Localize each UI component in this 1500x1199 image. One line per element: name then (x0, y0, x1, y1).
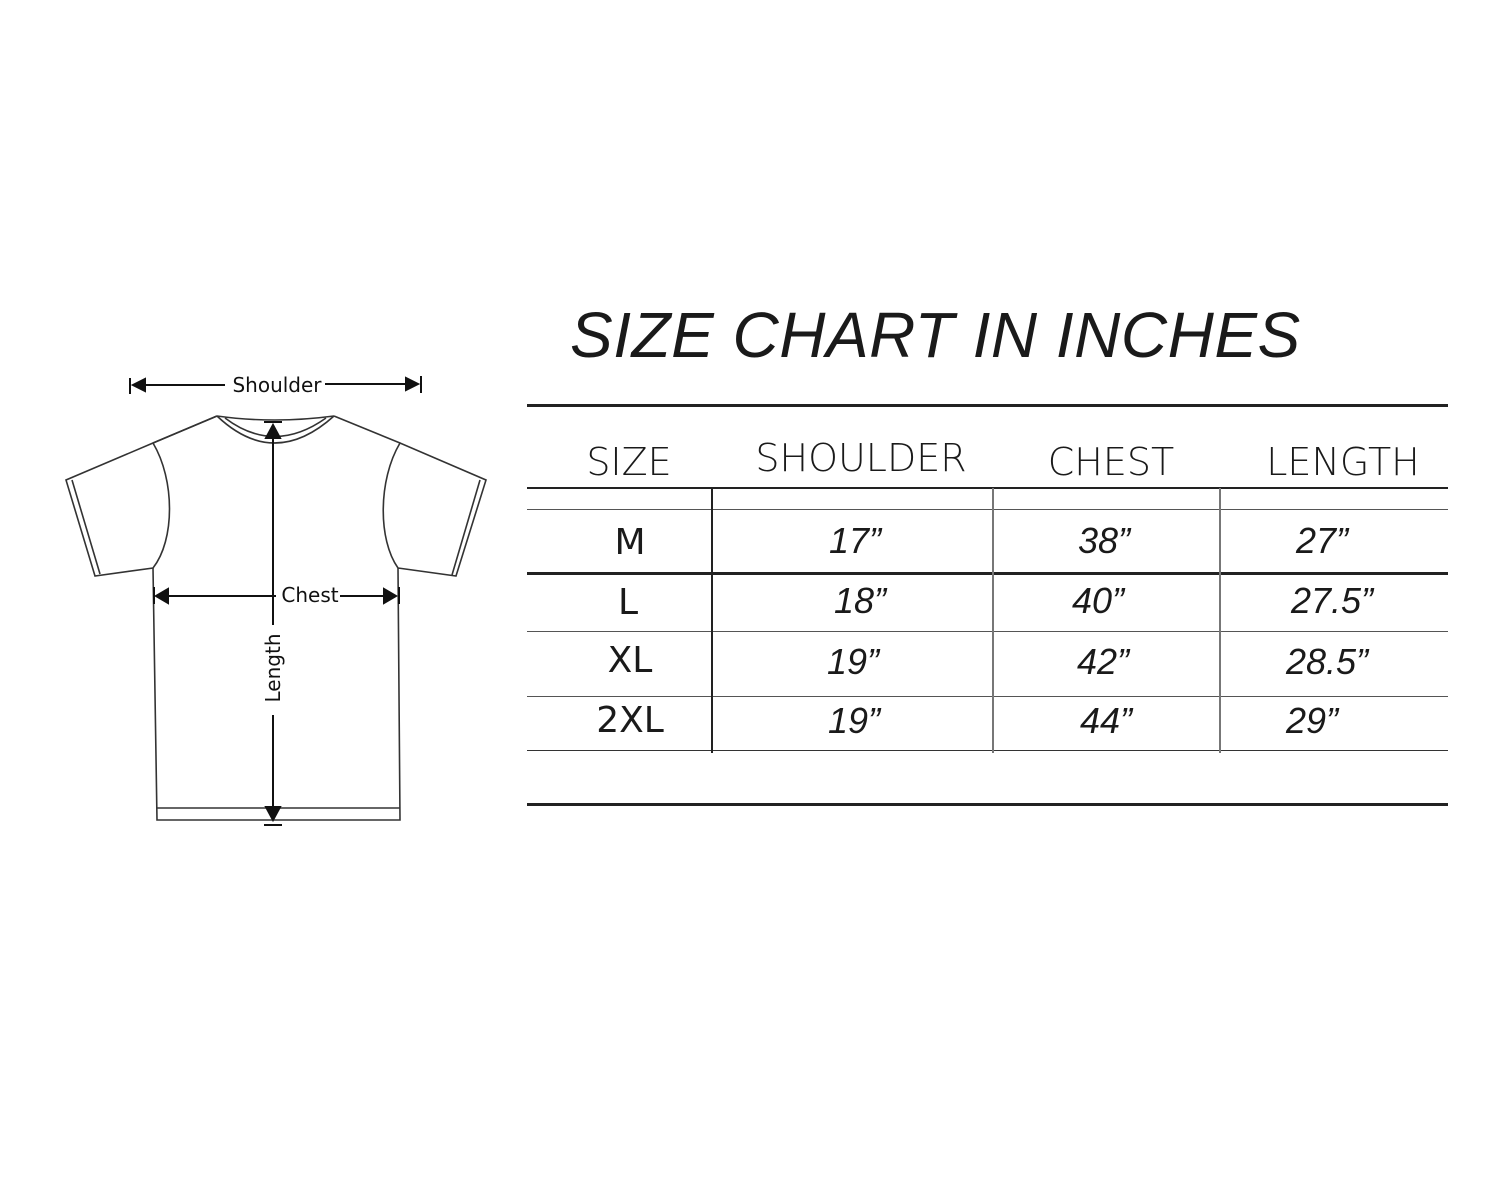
cell-chest: 42” (1076, 641, 1130, 682)
cell-chest: 38” (1077, 520, 1131, 561)
cell-length: 27.5” (1290, 580, 1374, 621)
cell-chest: 40” (1071, 580, 1125, 621)
table-divider (527, 803, 1448, 806)
page-title: SIZE CHART IN INCHES (570, 299, 1301, 371)
shoulder-arrow-icon (129, 376, 422, 394)
header-size: SIZE (586, 440, 672, 484)
cell-chest: 44” (1079, 700, 1133, 741)
cell-size: XL (607, 640, 653, 681)
header-length: LENGTH (1266, 440, 1420, 484)
table-divider (527, 509, 1448, 510)
length-label: Length (261, 634, 285, 703)
length-arrow-icon (264, 421, 282, 826)
table-divider (527, 572, 1448, 575)
cell-size: M (614, 522, 646, 563)
cell-shoulder: 19” (827, 700, 881, 741)
shoulder-label: Shoulder (232, 373, 322, 397)
table-divider (527, 487, 1448, 489)
cell-shoulder: 18” (833, 580, 887, 621)
table-divider (527, 696, 1448, 697)
cell-shoulder: 17” (828, 520, 882, 561)
column-divider (711, 488, 713, 753)
table-divider (527, 750, 1448, 751)
cell-length: 28.5” (1285, 641, 1369, 682)
table-divider (527, 631, 1448, 632)
cell-size: 2XL (596, 700, 664, 741)
header-shoulder: SHOULDER (755, 436, 967, 480)
chest-arrow-icon (153, 587, 400, 605)
cell-shoulder: 19” (826, 641, 880, 682)
header-chest: CHEST (1047, 440, 1175, 484)
cell-size: L (617, 582, 639, 623)
column-divider (1219, 488, 1221, 753)
column-divider (992, 488, 994, 753)
tshirt-outline-icon (65, 415, 487, 821)
table-divider (527, 404, 1448, 407)
chest-label: Chest (281, 583, 338, 607)
cell-length: 29” (1285, 700, 1339, 741)
cell-length: 27” (1295, 520, 1349, 561)
